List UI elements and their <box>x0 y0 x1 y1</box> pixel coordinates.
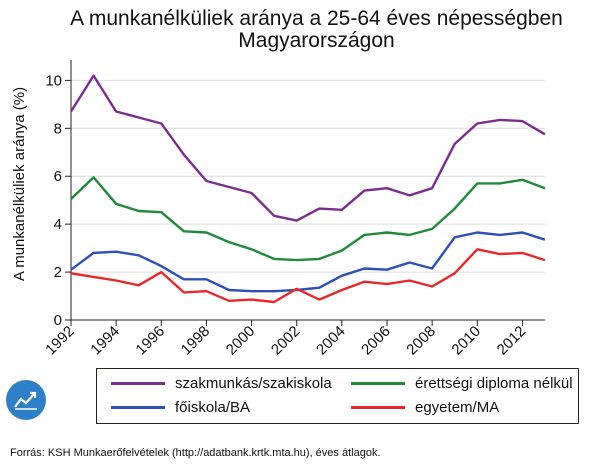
x-tick-label: 2012 <box>494 323 530 359</box>
x-tick-label: 2010 <box>448 323 484 359</box>
legend-label: szakmunkás/szakiskola <box>175 375 332 392</box>
source-note: Forrás: KSH Munkaerőfelvételek (http://a… <box>10 447 381 459</box>
y-tick-label: 10 <box>45 72 62 89</box>
y-tick-label: 2 <box>54 264 62 281</box>
legend-item: főiskola/BA <box>111 399 250 416</box>
y-tick-label: 0 <box>54 312 62 329</box>
x-tick-label: 2000 <box>223 323 259 359</box>
legend-label: érettségi diploma nélkül <box>415 375 573 392</box>
y-axis: 0 2 4 6 8 10 <box>45 60 72 329</box>
x-tick-label: 1998 <box>178 323 214 359</box>
x-tick-label: 2008 <box>403 323 439 359</box>
legend-label: főiskola/BA <box>175 399 251 416</box>
legend-label: egyetem/MA <box>415 399 500 416</box>
x-axis: 1992 1994 1996 1998 2000 2002 2004 2006 2008 2010… <box>42 319 545 359</box>
legend-swatch <box>111 382 165 385</box>
y-axis-label: A munkanélküliek aránya (%) <box>11 87 28 281</box>
x-tick-label: 2006 <box>358 323 394 359</box>
chart-title-line2: Magyarországon <box>238 29 395 52</box>
y-tick-label: 4 <box>54 216 62 233</box>
legend-item: egyetem/MA <box>351 399 499 416</box>
series-line <box>69 74 546 222</box>
series-line <box>70 176 546 262</box>
x-tick-label: 2002 <box>268 323 304 359</box>
x-tick-label: 1996 <box>132 323 168 359</box>
x-tick-label: 2004 <box>313 323 349 359</box>
legend-swatch <box>111 406 165 409</box>
legend-item: érettségi diploma nélkül <box>351 375 573 392</box>
series-line <box>70 231 546 293</box>
legend: szakmunkás/szakiskola érettségi diploma … <box>96 368 579 424</box>
series-lines <box>69 74 546 304</box>
legend-swatch <box>351 382 405 385</box>
line-chart: 0 2 4 6 8 10 1992 1994 1996 1998 2000 2002 2004 2006… <box>11 60 546 359</box>
y-tick-label: 6 <box>54 168 62 185</box>
series-line <box>70 248 546 304</box>
x-tick-label: 1992 <box>42 323 78 359</box>
trend-chart-icon <box>6 380 46 420</box>
x-tick-label: 1994 <box>87 323 123 359</box>
legend-swatch <box>351 406 405 409</box>
legend-item: szakmunkás/szakiskola <box>111 375 332 392</box>
chart-title-line1: A munkanélküliek aránya a 25-64 éves nép… <box>70 7 563 30</box>
y-tick-label: 8 <box>54 120 62 137</box>
